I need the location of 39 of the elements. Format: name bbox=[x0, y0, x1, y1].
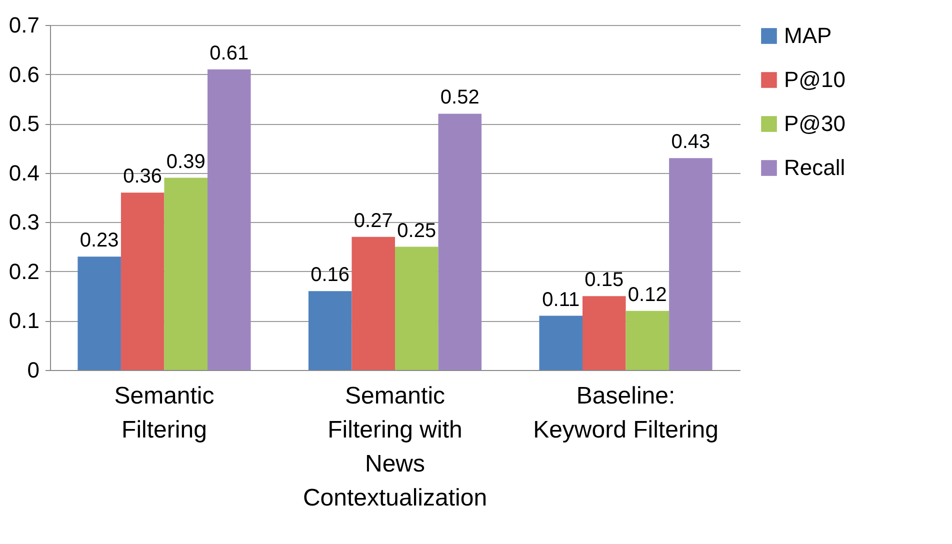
data-label: 0.23 bbox=[80, 230, 119, 252]
bar bbox=[539, 316, 582, 370]
bar bbox=[120, 192, 164, 370]
y-tick-label: 0.3 bbox=[8, 210, 40, 235]
data-label: 0.15 bbox=[584, 269, 624, 292]
data-label: 0.25 bbox=[397, 220, 436, 242]
bar bbox=[669, 158, 712, 370]
legend-label: MAP bbox=[784, 23, 832, 48]
legend-label: P@30 bbox=[784, 111, 846, 136]
y-tick-label: 0 bbox=[27, 358, 40, 382]
y-tick-label: 0.6 bbox=[8, 62, 40, 87]
y-tick-label: 0.7 bbox=[8, 12, 40, 38]
data-label: 0.36 bbox=[123, 166, 162, 188]
x-tick-label: Semantic Filtering bbox=[114, 382, 214, 444]
data-label: 0.61 bbox=[210, 42, 249, 64]
data-label: 0.39 bbox=[166, 150, 206, 173]
legend-label: Recall bbox=[784, 155, 846, 180]
bar bbox=[208, 69, 251, 370]
bar bbox=[352, 236, 395, 370]
bar bbox=[164, 178, 208, 370]
data-label: 0.52 bbox=[440, 86, 480, 109]
bar bbox=[308, 291, 352, 370]
y-tick-label: 0.1 bbox=[8, 308, 40, 334]
data-label: 0.11 bbox=[542, 288, 580, 311]
bar bbox=[395, 246, 438, 370]
bar bbox=[438, 114, 482, 370]
y-tick-label: 0.2 bbox=[8, 258, 40, 284]
legend-label: P@10 bbox=[784, 67, 846, 92]
y-tick-label: 0.4 bbox=[8, 160, 40, 186]
x-tick-label: Semantic Filtering with News Contextualization bbox=[302, 382, 488, 512]
data-label: 0.43 bbox=[671, 131, 710, 154]
y-tick-label: 0.5 bbox=[8, 111, 40, 136]
data-label: 0.12 bbox=[628, 284, 667, 306]
x-tick-label: Baseline: Keyword Filtering bbox=[533, 382, 718, 444]
bar bbox=[78, 256, 121, 370]
bar bbox=[626, 310, 670, 370]
data-label: 0.27 bbox=[354, 210, 393, 232]
bar bbox=[582, 296, 626, 370]
data-label: 0.16 bbox=[310, 264, 350, 286]
